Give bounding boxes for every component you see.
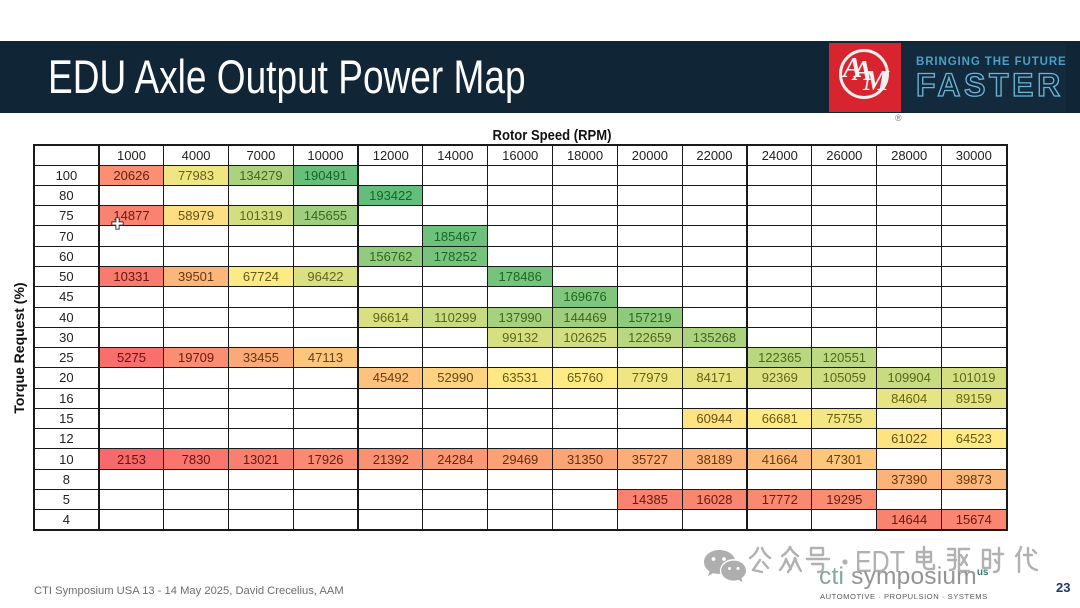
svg-text:EDT: EDT: [855, 545, 905, 577]
